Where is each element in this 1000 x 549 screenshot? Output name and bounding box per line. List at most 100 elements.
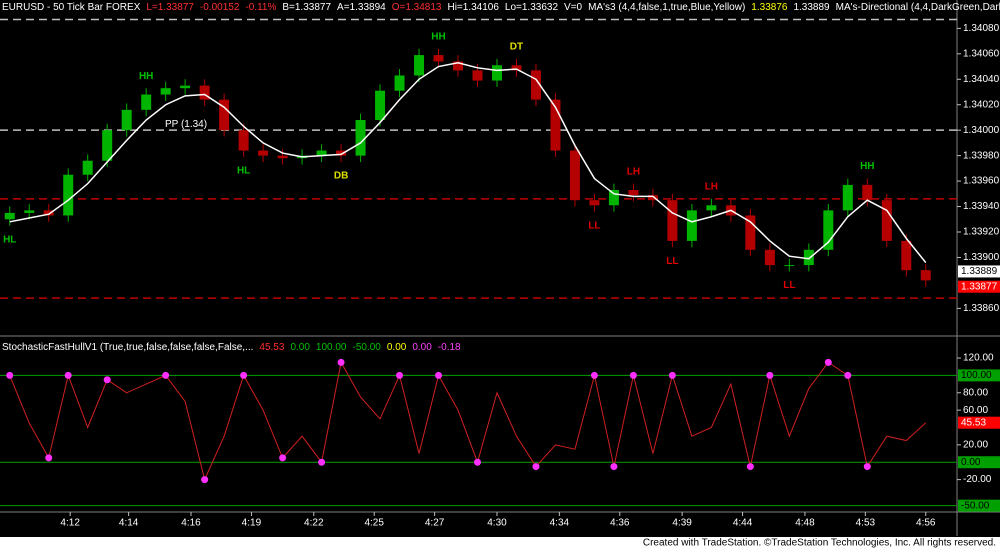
signal-dot bbox=[629, 371, 637, 379]
signal-dot bbox=[6, 371, 14, 379]
signal-dot bbox=[396, 371, 404, 379]
candle-body bbox=[764, 249, 775, 266]
x-tick-label: 4:25 bbox=[364, 518, 384, 529]
x-tick-label: 4:34 bbox=[550, 518, 570, 529]
axis-value-label: -50.00 bbox=[961, 500, 990, 511]
y-tick-label: 1.34000 bbox=[963, 125, 1000, 136]
signal-dot bbox=[610, 463, 618, 471]
header-item: 45.53 bbox=[259, 342, 285, 353]
candle-body bbox=[608, 190, 619, 206]
candle-body bbox=[589, 200, 600, 206]
signal-dot bbox=[766, 371, 774, 379]
pattern-label: LL bbox=[588, 220, 600, 231]
candle-body bbox=[472, 70, 483, 81]
y-tick-label: 1.33960 bbox=[963, 176, 1000, 187]
header-item: 0.00 bbox=[290, 342, 310, 353]
x-tick-label: 4:48 bbox=[795, 518, 815, 529]
candle-body bbox=[920, 270, 931, 281]
y-tick-label: 1.34020 bbox=[963, 99, 1000, 110]
candle-body bbox=[881, 200, 892, 241]
signal-dot bbox=[844, 371, 852, 379]
header-item: L=1.33877 bbox=[146, 2, 194, 13]
candle-body bbox=[336, 150, 347, 156]
candle-body bbox=[550, 99, 561, 151]
header-item: V=0 bbox=[564, 2, 583, 13]
signal-dot bbox=[746, 463, 754, 471]
x-tick-label: 4:39 bbox=[672, 518, 692, 529]
y-tick-label: 1.34040 bbox=[963, 74, 1000, 85]
candle-body bbox=[745, 215, 756, 250]
x-tick-label: 4:30 bbox=[487, 518, 507, 529]
header-item: MA's3 (4,4,false,1,true,Blue,Yellow) bbox=[588, 2, 746, 13]
y-tick-label: 1.34060 bbox=[963, 48, 1000, 59]
candle-body bbox=[102, 130, 113, 161]
x-tick-label: 4:14 bbox=[119, 518, 139, 529]
footer-band bbox=[0, 537, 1000, 549]
header-item: MA's-Directional (4,4,DarkGreen,DarkRed,… bbox=[835, 2, 1000, 13]
axis-value-box bbox=[958, 456, 1000, 469]
pattern-label: LL bbox=[783, 280, 795, 291]
y-tick-label: 1.33980 bbox=[963, 150, 1000, 161]
level-label: PP (1.34) bbox=[165, 119, 207, 130]
header-item: 100.00 bbox=[315, 342, 347, 353]
header-item: -0.18 bbox=[437, 342, 461, 353]
header-item: -0.00152 bbox=[199, 2, 240, 13]
y-tick-label: 60.00 bbox=[963, 405, 988, 416]
candle-body bbox=[121, 109, 132, 131]
pattern-label: HL bbox=[237, 166, 250, 177]
signal-dot bbox=[64, 371, 72, 379]
candle-body bbox=[433, 55, 444, 62]
candle-body bbox=[316, 150, 327, 156]
signal-dot bbox=[162, 371, 170, 379]
header-item: Lo=1.33632 bbox=[504, 2, 559, 13]
header-item: -0.11% bbox=[245, 2, 277, 13]
x-tick-label: 4:56 bbox=[916, 518, 936, 529]
x-tick-label: 4:53 bbox=[856, 518, 876, 529]
candle-body bbox=[686, 210, 697, 241]
candle-body bbox=[569, 150, 580, 201]
signal-dot bbox=[435, 371, 443, 379]
indicator-title: StochasticFastHullV1 (True,true,false,fa… bbox=[2, 342, 254, 353]
axis-value-box bbox=[958, 416, 1000, 429]
candle-body bbox=[803, 249, 814, 266]
candle-body bbox=[823, 210, 834, 250]
pattern-label: LH bbox=[627, 166, 640, 177]
x-tick-label: 4:12 bbox=[60, 518, 80, 529]
signal-dot bbox=[240, 371, 248, 379]
candle-body bbox=[219, 99, 230, 131]
candle-body bbox=[180, 85, 191, 89]
signal-dot bbox=[668, 371, 676, 379]
candle-body bbox=[628, 190, 639, 196]
candle-body bbox=[842, 184, 853, 211]
header-item: 1.33876 bbox=[751, 2, 788, 13]
candle-body bbox=[706, 205, 717, 211]
candle-body bbox=[238, 130, 249, 151]
candle-body bbox=[160, 88, 171, 95]
axis-value-box bbox=[958, 499, 1000, 512]
signal-dot bbox=[337, 358, 345, 366]
y-tick-label: 20.00 bbox=[963, 440, 988, 451]
y-tick-label: -20.00 bbox=[963, 474, 992, 485]
candle-body bbox=[277, 155, 288, 159]
pattern-label: DB bbox=[334, 171, 348, 182]
candle-body bbox=[24, 210, 35, 213]
pattern-label: HL bbox=[3, 234, 16, 245]
axis-value-label: 1.33889 bbox=[961, 266, 998, 277]
indicator-legend: StochasticFastHullV1 (True,true,false,fa… bbox=[2, 342, 461, 353]
y-tick-label: 1.33920 bbox=[963, 227, 1000, 238]
candle-body bbox=[901, 240, 912, 271]
x-tick-label: 4:36 bbox=[610, 518, 630, 529]
y-tick-label: 80.00 bbox=[963, 387, 988, 398]
candle-body bbox=[667, 200, 678, 241]
x-tick-label: 4:27 bbox=[425, 518, 445, 529]
signal-dot bbox=[45, 454, 53, 462]
header: EURUSD - 50 Tick Bar FOREX L=1.33877 -0.00… bbox=[2, 2, 1000, 13]
candle-body bbox=[63, 174, 74, 216]
candle-body bbox=[4, 212, 15, 220]
candle-body bbox=[862, 184, 873, 201]
header-item: A=1.33894 bbox=[337, 2, 386, 13]
y-tick-label: 120.00 bbox=[963, 353, 994, 364]
header-item: 0.00 bbox=[412, 342, 432, 353]
y-tick-label: 1.33900 bbox=[963, 252, 1000, 263]
header-item: 1.33889 bbox=[793, 2, 830, 13]
